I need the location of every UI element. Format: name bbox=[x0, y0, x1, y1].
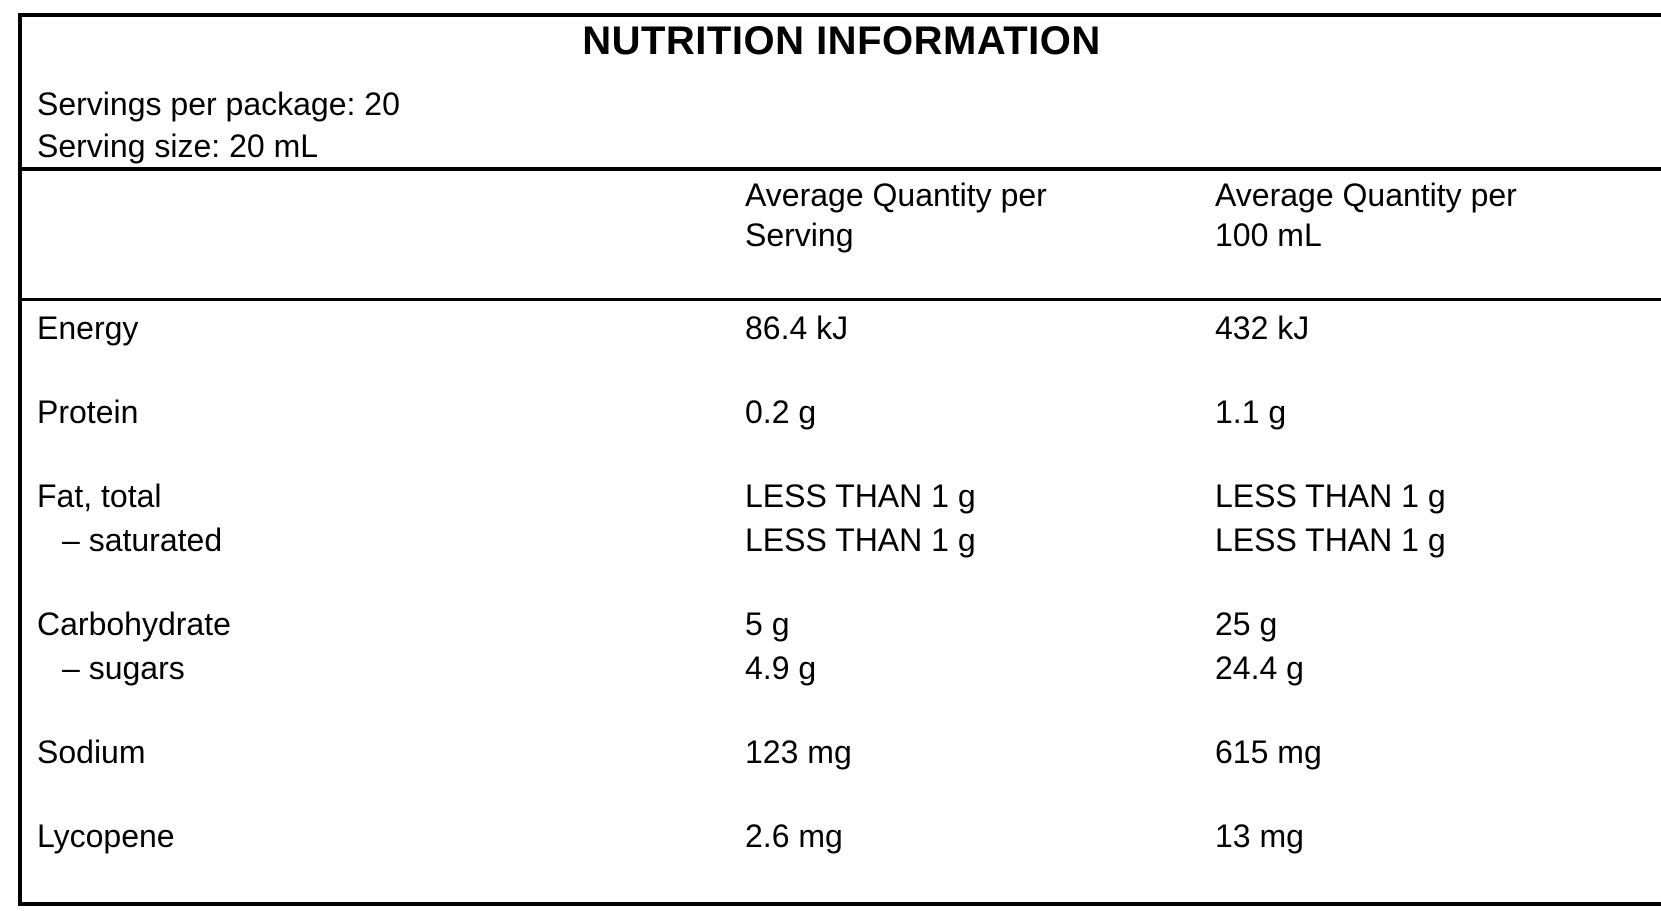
nutrient-row-protein: Protein 0.2 g 1.1 g bbox=[22, 390, 1661, 434]
table-body: Energy 86.4 kJ 432 kJ Protein 0.2 g 1.1 … bbox=[22, 298, 1661, 858]
column-header-per-serving-line2: Serving bbox=[745, 217, 854, 253]
value-per-serving: LESS THAN 1 g bbox=[745, 478, 976, 514]
value-per-100ml: 615 mg bbox=[1215, 734, 1322, 770]
sub-value-per-serving: LESS THAN 1 g bbox=[745, 522, 976, 558]
nutrient-sub-label: – sugars bbox=[62, 650, 185, 686]
value-per-100ml: 25 g bbox=[1215, 606, 1278, 642]
value-per-serving: 2.6 mg bbox=[745, 818, 843, 854]
nutrient-row-sodium: Sodium 123 mg 615 mg bbox=[22, 730, 1661, 774]
value-per-serving: 86.4 kJ bbox=[745, 310, 849, 346]
sub-value-per-100ml: 24.4 g bbox=[1215, 650, 1304, 686]
value-per-serving: 123 mg bbox=[745, 734, 852, 770]
nutrient-label: Fat, total bbox=[37, 478, 162, 514]
value-per-serving: 0.2 g bbox=[745, 394, 817, 430]
column-header-per-serving-line1: Average Quantity per bbox=[745, 177, 1047, 213]
sub-value-per-100ml: LESS THAN 1 g bbox=[1215, 522, 1446, 558]
nutrient-label: Sodium bbox=[37, 734, 146, 770]
serving-size: Serving size: 20 mL bbox=[37, 128, 319, 164]
value-per-100ml: 13 mg bbox=[1215, 818, 1304, 854]
nutrition-panel: NUTRITION INFORMATION Servings per packa… bbox=[18, 13, 1661, 906]
servings-per-package: Servings per package: 20 bbox=[37, 86, 400, 122]
nutrient-row-fat: Fat, total LESS THAN 1 g LESS THAN 1 g –… bbox=[22, 474, 1661, 562]
value-per-100ml: 1.1 g bbox=[1215, 394, 1287, 430]
table-header-row: Average Quantity per Serving Average Qua… bbox=[22, 167, 1661, 298]
nutrient-row-carbohydrate: Carbohydrate 5 g 25 g – sugars 4.9 g 24.… bbox=[22, 602, 1661, 690]
column-header-per-100ml-line1: Average Quantity per bbox=[1215, 177, 1517, 213]
serving-info: Servings per package: 20 Serving size: 2… bbox=[22, 83, 1661, 167]
nutrient-sub-label: – saturated bbox=[62, 522, 223, 558]
column-header-per-100ml: Average Quantity per 100 mL bbox=[1215, 175, 1661, 255]
nutrient-row-energy: Energy 86.4 kJ 432 kJ bbox=[22, 306, 1661, 350]
nutrient-label: Protein bbox=[37, 394, 139, 430]
column-header-per-serving: Average Quantity per Serving bbox=[745, 175, 1215, 255]
sub-value-per-serving: 4.9 g bbox=[745, 650, 817, 686]
column-header-per-100ml-line2: 100 mL bbox=[1215, 217, 1322, 253]
value-per-100ml: LESS THAN 1 g bbox=[1215, 478, 1446, 514]
panel-title: NUTRITION INFORMATION bbox=[582, 19, 1101, 63]
nutrient-label: Energy bbox=[37, 310, 139, 346]
nutrient-label: Carbohydrate bbox=[37, 606, 231, 642]
value-per-serving: 5 g bbox=[745, 606, 790, 642]
nutrient-row-lycopene: Lycopene 2.6 mg 13 mg bbox=[22, 814, 1661, 858]
nutrient-label: Lycopene bbox=[37, 818, 175, 854]
value-per-100ml: 432 kJ bbox=[1215, 310, 1310, 346]
header-spacer-cell bbox=[37, 175, 745, 255]
